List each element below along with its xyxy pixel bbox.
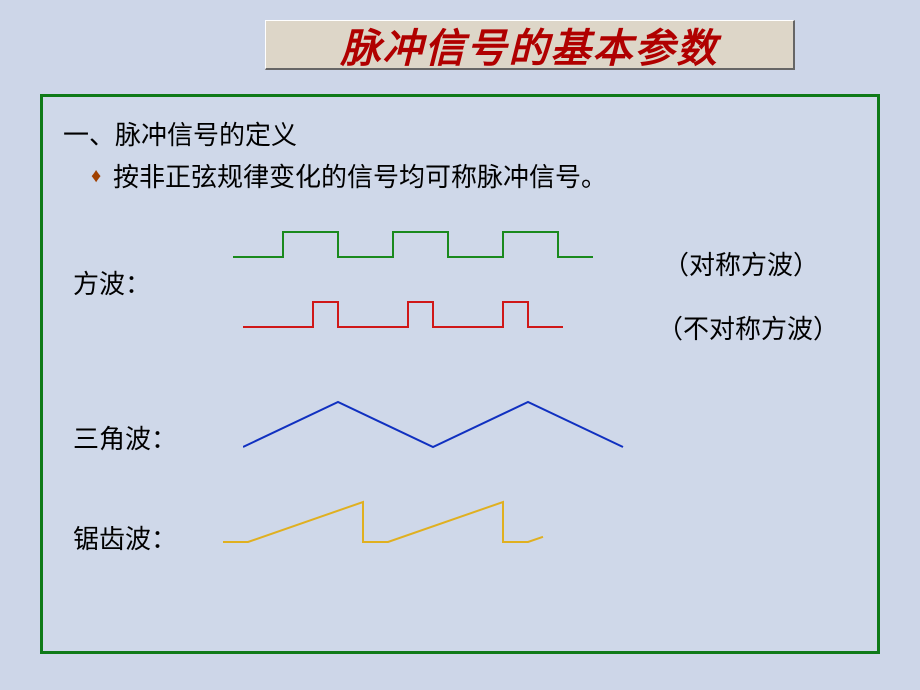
asymmetric-square-note: （不对称方波） — [657, 309, 839, 346]
symmetric-square-wave — [233, 227, 603, 267]
title-box: 脉冲信号的基本参数 — [265, 20, 795, 70]
bullet-text: 按非正弦规律变化的信号均可称脉冲信号。 — [113, 157, 607, 194]
triangle-wave — [243, 397, 633, 457]
square-wave-label: 方波： — [73, 264, 151, 301]
slide-title: 脉冲信号的基本参数 — [341, 16, 719, 74]
content-frame: 一、脉冲信号的定义 ♦ 按非正弦规律变化的信号均可称脉冲信号。 方波： （对称方… — [40, 94, 880, 654]
symmetric-square-note: （对称方波） — [663, 245, 819, 282]
bullet-icon: ♦ — [91, 165, 101, 188]
sawtooth-wave-label: 锯齿波： — [73, 519, 177, 556]
sawtooth-wave — [223, 497, 563, 552]
asymmetric-square-wave — [243, 297, 573, 337]
triangle-wave-label: 三角波： — [73, 419, 177, 456]
section-heading: 一、脉冲信号的定义 — [63, 115, 297, 152]
